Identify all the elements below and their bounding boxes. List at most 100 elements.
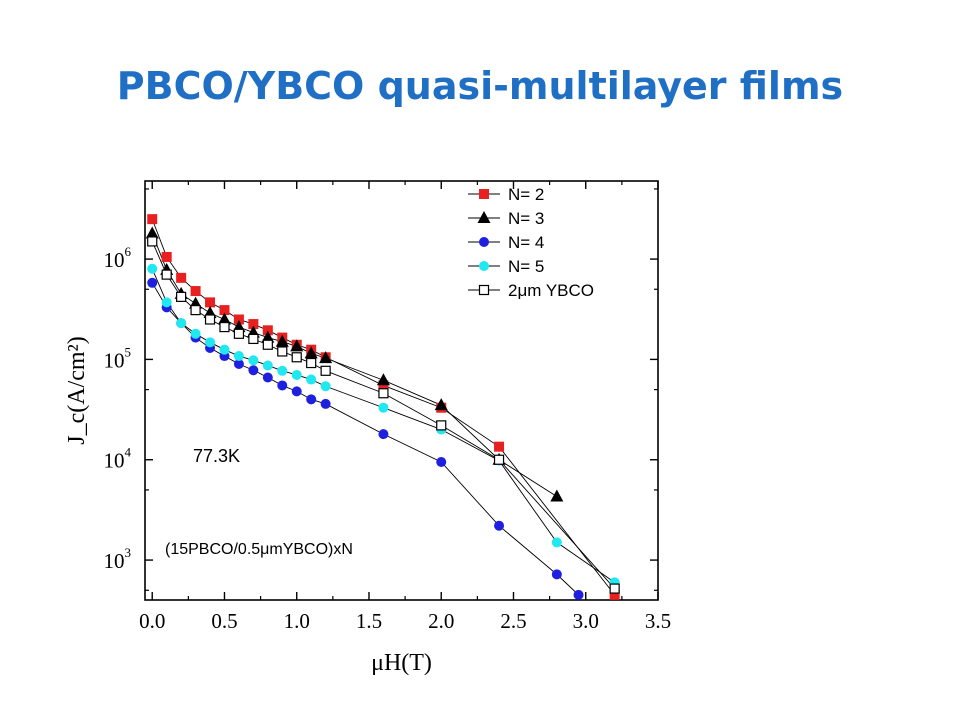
data-point [319, 351, 333, 364]
temperature-annotation: 77.3K [193, 446, 240, 466]
legend-label: N= 4 [508, 233, 544, 252]
data-point [277, 346, 288, 357]
data-point [233, 358, 244, 369]
data-point [262, 360, 273, 371]
data-point [320, 398, 331, 409]
y-tick-base: 10 [104, 248, 125, 272]
series-line [151, 268, 615, 583]
data-point [275, 334, 289, 347]
data-point [147, 263, 158, 274]
legend-label: 2μm YBCO [508, 281, 594, 300]
y-tick-base: 10 [104, 348, 125, 372]
data-point [176, 318, 187, 329]
data-point [378, 429, 389, 440]
y-tick-label: 105 [104, 344, 132, 372]
data-point [436, 420, 447, 431]
data-point [550, 489, 564, 502]
data-point [205, 297, 216, 308]
data-point [573, 589, 584, 600]
data-point [161, 297, 172, 308]
x-tick-label: 2.5 [500, 609, 526, 633]
y-tick-exponent: 4 [125, 445, 132, 460]
legend-label: N= 2 [508, 185, 544, 204]
data-point [376, 373, 390, 386]
data-point [262, 372, 273, 383]
data-point [248, 319, 259, 330]
legend-marker [478, 284, 490, 296]
data-point [190, 305, 201, 316]
data-point [494, 520, 505, 531]
legend-marker [477, 211, 491, 223]
data-point [248, 333, 259, 345]
legend-label: N= 5 [508, 257, 544, 276]
data-point [291, 352, 302, 363]
data-point [219, 305, 230, 316]
data-point [147, 236, 158, 247]
data-point [493, 454, 505, 465]
structure-annotation: (15PBCO/0.5μmYBCO)xN [165, 541, 353, 558]
data-point [248, 355, 259, 366]
data-point [436, 456, 447, 467]
data-point [609, 589, 620, 600]
data-point [291, 369, 302, 380]
data-point [551, 537, 562, 548]
data-point [551, 569, 562, 580]
data-point [161, 269, 172, 280]
x-axis-label: μH(T) [371, 650, 432, 676]
x-tick-label: 1.0 [284, 609, 310, 633]
data-point [306, 394, 317, 405]
data-point [320, 365, 331, 376]
data-point [434, 398, 448, 411]
data-point [262, 339, 273, 350]
data-point [147, 277, 158, 288]
legend-marker [479, 237, 489, 247]
y-tick-base: 10 [104, 549, 125, 573]
data-point [233, 328, 245, 339]
data-point [248, 365, 259, 376]
x-tick-label: 3.5 [645, 609, 671, 633]
data-point [262, 325, 273, 336]
y-tick-exponent: 3 [125, 545, 132, 560]
x-tick-label: 3.0 [573, 609, 599, 633]
legend-label: N= 3 [508, 209, 544, 228]
x-tick-label: 0.5 [211, 609, 237, 633]
x-tick-label: 2.0 [428, 609, 454, 633]
legend-marker [479, 189, 489, 199]
y-tick-label: 103 [104, 545, 132, 573]
data-point [176, 291, 187, 302]
data-point [217, 312, 231, 325]
x-tick-label: 0.0 [139, 609, 165, 633]
data-point [147, 214, 158, 225]
data-point [277, 380, 288, 391]
data-point [219, 321, 230, 333]
data-point [233, 314, 244, 325]
data-point [290, 339, 304, 352]
data-point [176, 272, 187, 283]
data-point [306, 357, 317, 369]
y-tick-base: 10 [104, 449, 125, 473]
plot-frame [144, 180, 659, 601]
data-point [304, 346, 318, 359]
data-point [205, 337, 216, 348]
legend-marker [479, 261, 489, 271]
data-point [320, 381, 331, 392]
legend: N= 2 N= 3 N= 4 N= 5 2μm YBCO [468, 185, 594, 300]
data-point [378, 380, 389, 391]
data-point [378, 402, 389, 413]
y-axis-label: J_c(A/cm²) [64, 336, 90, 445]
data-point [609, 583, 620, 594]
data-point [161, 251, 172, 262]
data-layer [145, 214, 620, 600]
data-point [145, 226, 159, 239]
x-tick-label: 1.5 [356, 609, 382, 633]
y-tick-label: 106 [104, 244, 132, 272]
data-point [291, 386, 302, 397]
data-point [277, 365, 288, 376]
data-point [378, 388, 389, 399]
y-tick-exponent: 6 [125, 244, 132, 259]
y-tick-exponent: 5 [125, 344, 132, 359]
data-point [219, 344, 230, 355]
data-point [204, 314, 216, 325]
slide-title: PBCO/YBCO quasi-multilayer films [116, 64, 844, 108]
